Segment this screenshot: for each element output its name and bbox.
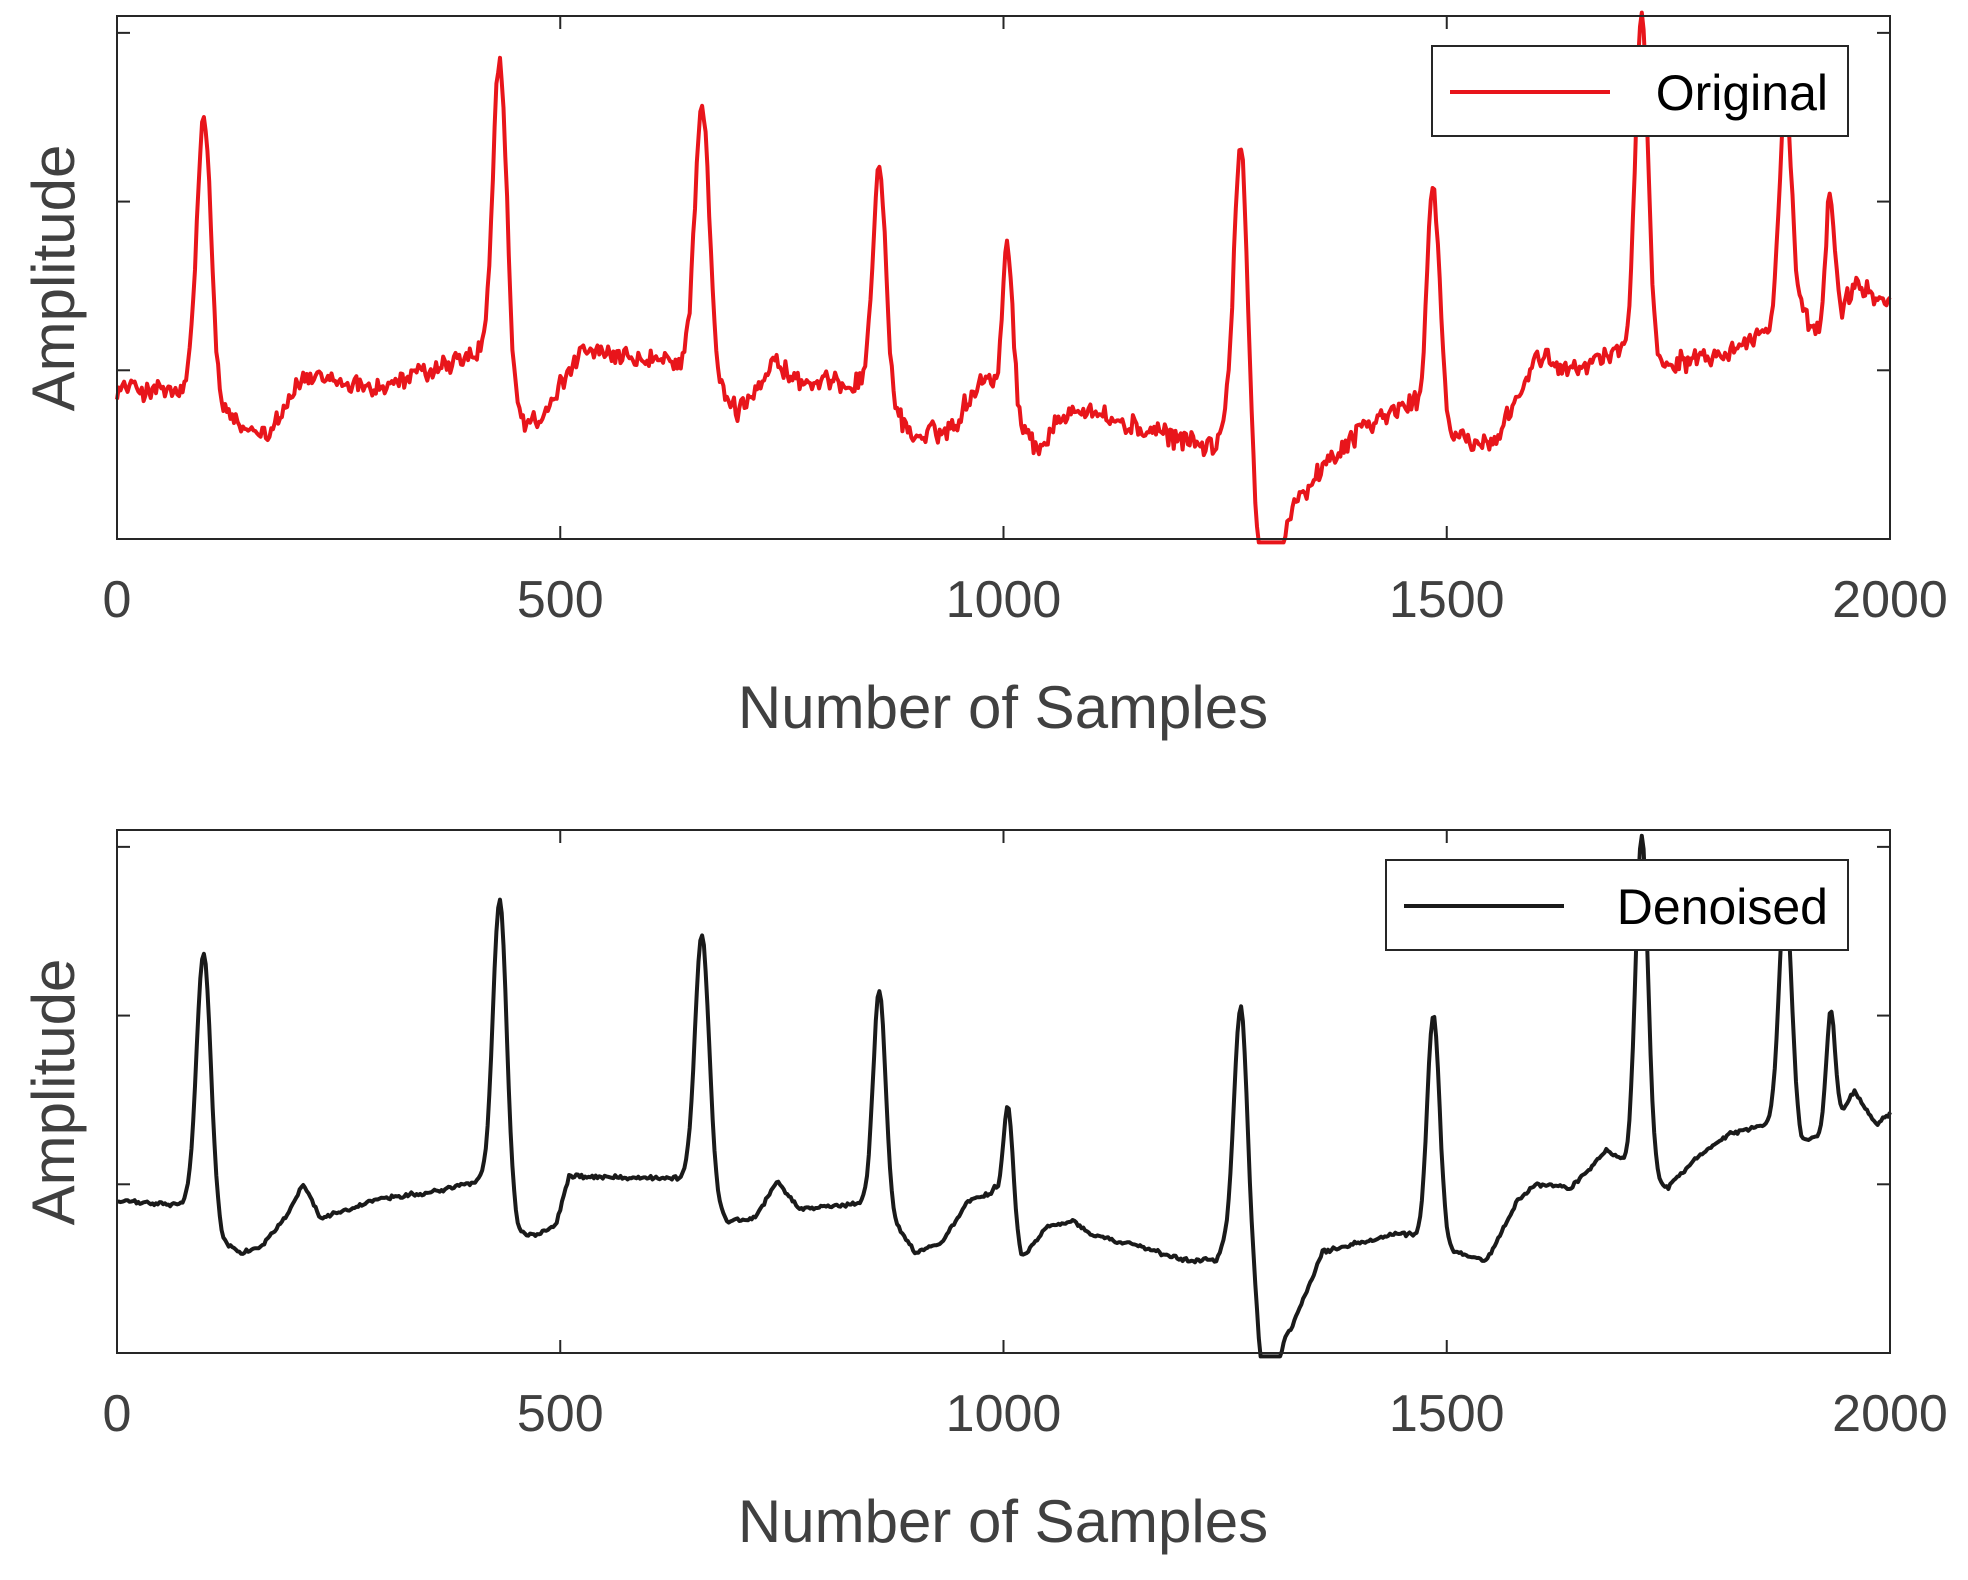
denoised-ticks [116, 830, 1891, 1354]
denoised-xtick-label-0: 0 [103, 1385, 132, 1443]
original-x-axis-title: Number of Samples [738, 674, 1268, 741]
original-xtick-label-2: 1000 [946, 571, 1062, 629]
original-ticks [116, 16, 1891, 540]
denoised-panel: 0 500 1000 1500 2000 Number of Samples A… [20, 829, 1948, 1555]
denoised-xtick-label-1: 500 [517, 1385, 604, 1443]
original-legend: Original [1431, 45, 1849, 137]
denoised-y-axis-title: Amplitude [20, 959, 87, 1226]
denoised-xtick-label-4: 2000 [1832, 1385, 1948, 1443]
original-xtick-label-3: 1500 [1389, 571, 1505, 629]
original-xtick-label-0: 0 [103, 571, 132, 629]
original-legend-label: Original [1656, 65, 1828, 121]
original-signal-line [115, 10, 1892, 545]
denoised-legend-label: Denoised [1617, 879, 1828, 935]
original-panel: 0 500 1000 1500 2000 Number of Samples A… [20, 10, 1948, 741]
denoised-legend: Denoised [1385, 859, 1849, 951]
original-xtick-label-4: 2000 [1832, 571, 1948, 629]
denoised-xtick-label-2: 1000 [946, 1385, 1062, 1443]
original-y-axis-title: Amplitude [20, 145, 87, 412]
denoised-x-axis-title: Number of Samples [738, 1488, 1268, 1555]
denoised-signal-line [116, 833, 1892, 1359]
denoised-xtick-label-3: 1500 [1389, 1385, 1505, 1443]
original-xtick-label-1: 500 [517, 571, 604, 629]
